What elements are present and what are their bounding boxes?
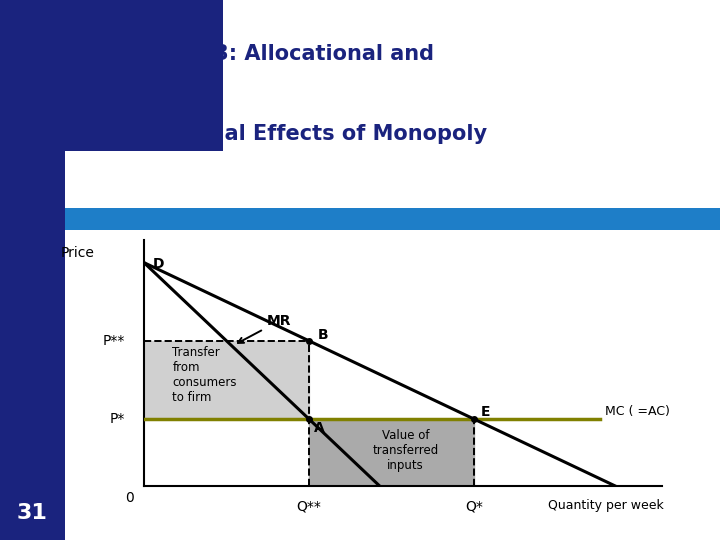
Text: 31: 31 [17, 503, 48, 523]
Text: A: A [314, 421, 325, 435]
Text: P**: P** [103, 334, 125, 348]
Text: P*: P* [109, 412, 125, 426]
Text: Transfer
from
consumers
to firm: Transfer from consumers to firm [172, 347, 237, 404]
Text: Price: Price [61, 246, 95, 260]
Text: FIGURE 10.3: Allocational and: FIGURE 10.3: Allocational and [84, 44, 434, 64]
Text: Distributional Effects of Monopoly: Distributional Effects of Monopoly [84, 124, 487, 144]
Text: Q**: Q** [297, 500, 321, 514]
Polygon shape [309, 419, 474, 486]
Text: D: D [153, 257, 164, 271]
Text: Quantity per week: Quantity per week [547, 500, 663, 512]
Text: E: E [481, 404, 490, 418]
Text: B: B [318, 328, 328, 342]
Text: Value of
transferred
inputs: Value of transferred inputs [372, 429, 438, 472]
Text: Q*: Q* [465, 500, 483, 514]
Polygon shape [144, 341, 309, 419]
Text: MC ( =AC): MC ( =AC) [606, 405, 670, 418]
Text: 0: 0 [125, 491, 134, 505]
Text: MR: MR [238, 314, 291, 343]
